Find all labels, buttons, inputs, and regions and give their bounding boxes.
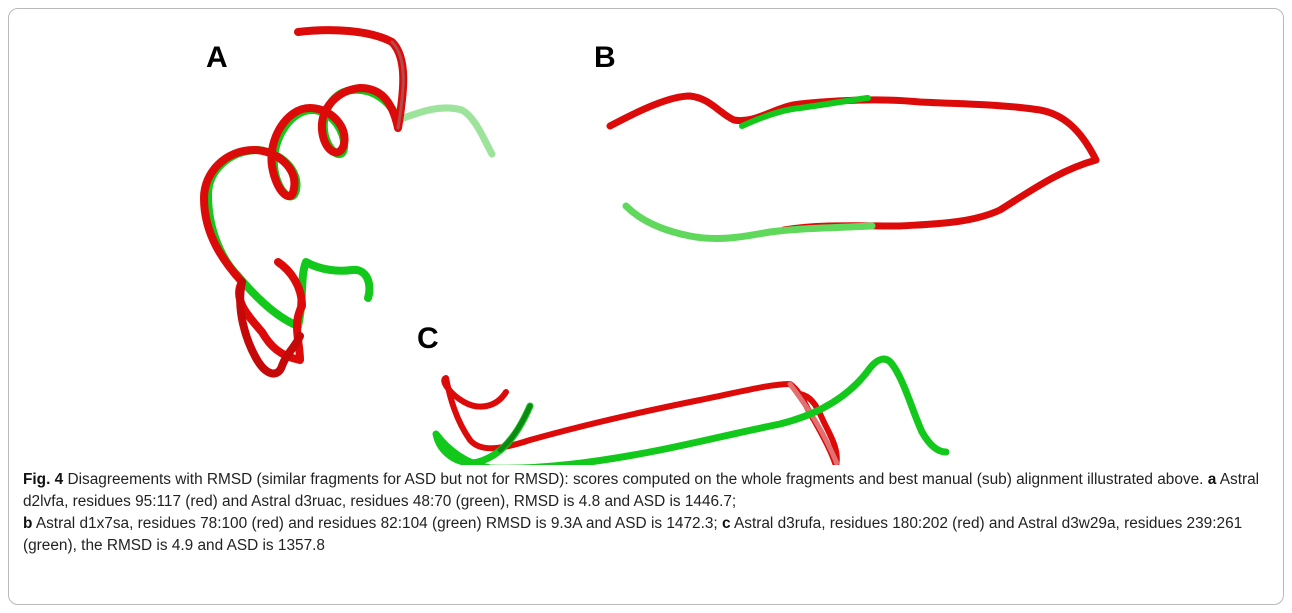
figure-caption: Fig. 4 Disagreements with RMSD (similar … bbox=[23, 469, 1273, 557]
panel-a-red-lower-loop bbox=[236, 278, 304, 378]
panel-c-red-right-loop bbox=[787, 381, 839, 465]
panel-a-green-tail bbox=[394, 104, 496, 158]
panel-a-red-chain bbox=[200, 26, 408, 364]
caption-part-a-letter: a bbox=[1207, 471, 1217, 488]
panel-a-structure bbox=[200, 26, 496, 378]
figure-number: Fig. 4 bbox=[23, 471, 64, 488]
caption-intro: Disagreements with RMSD (similar fragmen… bbox=[67, 471, 1204, 488]
caption-part-b: Astral d1x7sa, residues 78:100 (red) and… bbox=[35, 515, 718, 532]
panel-label-b: B bbox=[594, 41, 616, 74]
caption-part-c: Astral d3rufa, residues 180:202 (red) an… bbox=[23, 515, 1243, 554]
caption-part-b-letter: b bbox=[23, 515, 33, 532]
caption-part-a: Astral d2lvfa, residues 95:117 (red) and… bbox=[23, 471, 1260, 510]
panel-b-green-upper bbox=[739, 95, 871, 129]
panel-b-red-lower bbox=[780, 156, 1100, 234]
panel-b-structure bbox=[606, 92, 1100, 243]
panel-b-red-upper bbox=[606, 92, 1100, 164]
panel-label-a: A bbox=[206, 41, 228, 74]
panel-b-green-lower bbox=[622, 202, 876, 243]
panel-a-overlap-shade bbox=[390, 40, 405, 130]
panel-label-c: C bbox=[417, 322, 439, 355]
caption-part-c-letter: c bbox=[721, 515, 731, 532]
panel-c-crossing-shade bbox=[497, 403, 533, 453]
panel-c-green-chain bbox=[432, 355, 950, 465]
panel-c-structure bbox=[432, 355, 950, 465]
figure-artwork: A B C bbox=[200, 26, 1100, 465]
